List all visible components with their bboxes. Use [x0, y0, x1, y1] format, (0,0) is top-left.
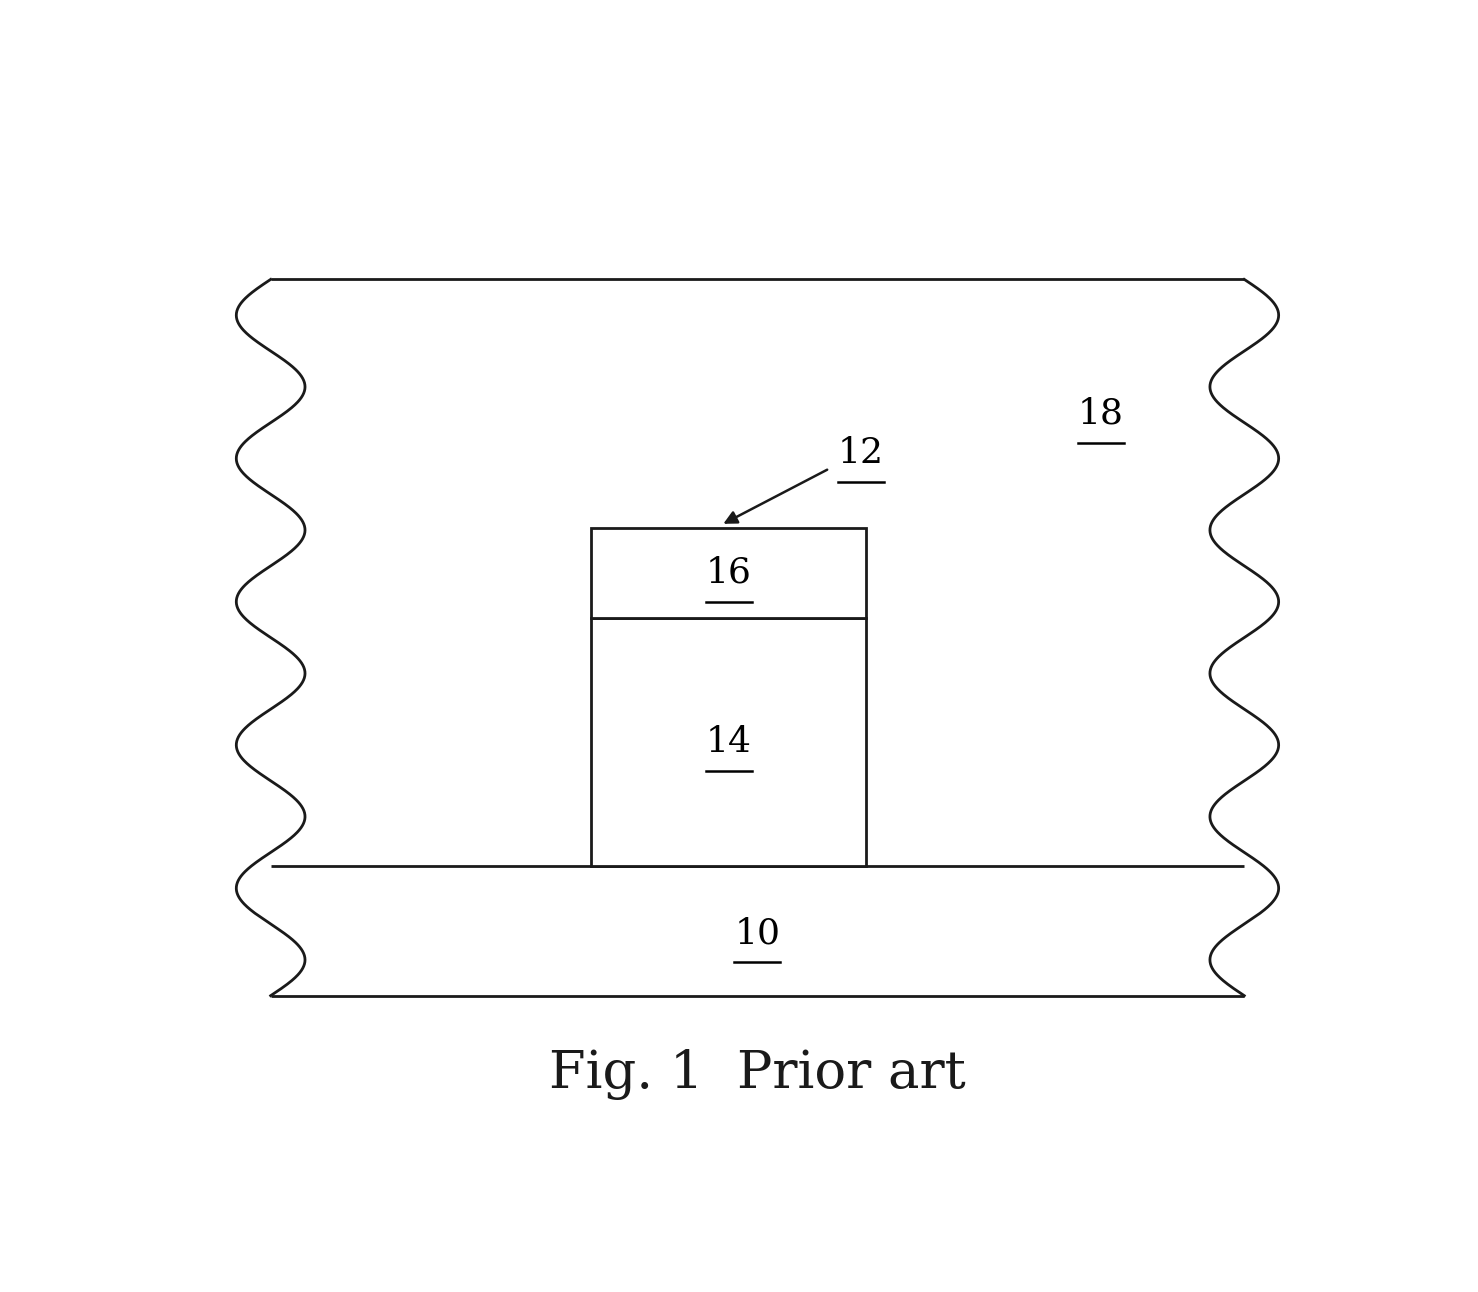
Text: 14: 14 — [706, 725, 752, 758]
Bar — [591, 528, 866, 618]
Text: 12: 12 — [838, 437, 884, 470]
Text: 10: 10 — [735, 916, 780, 950]
Bar — [591, 618, 866, 867]
Text: Fig. 1  Prior art: Fig. 1 Prior art — [550, 1049, 965, 1101]
Text: 18: 18 — [1077, 397, 1125, 430]
Text: 16: 16 — [706, 556, 752, 590]
